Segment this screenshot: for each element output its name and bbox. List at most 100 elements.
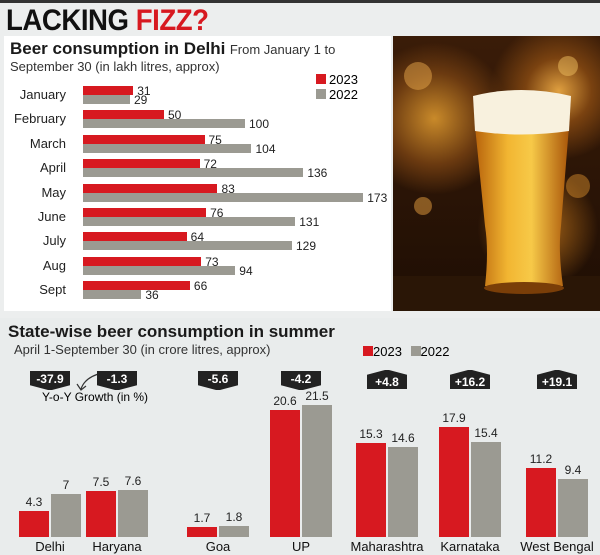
data-label: 7.5 xyxy=(92,474,110,489)
data-label: 11.2 xyxy=(529,452,553,467)
data-label: 100 xyxy=(249,117,270,132)
category-label: Karnataka xyxy=(440,539,500,554)
category-label: Haryana xyxy=(92,539,142,554)
bar-2023 xyxy=(439,426,469,537)
category-label: Delhi xyxy=(35,539,65,554)
legend: 2023 2022 xyxy=(316,72,358,102)
category-label: April xyxy=(39,160,66,176)
bar-2022 xyxy=(219,525,249,537)
bar-2022 xyxy=(83,241,292,251)
category-label: January xyxy=(19,87,66,102)
category-label: Sept xyxy=(39,282,66,298)
bar-2022 xyxy=(83,265,236,275)
data-label: 83 xyxy=(221,181,235,196)
data-label: 29 xyxy=(133,93,148,107)
data-label: 17.9 xyxy=(442,410,466,425)
bar-2023 xyxy=(83,86,134,95)
bar-2023 xyxy=(83,208,207,217)
data-label: 4.3 xyxy=(25,494,43,509)
state-chart-panel: State-wise beer consumption in summer Ap… xyxy=(0,318,600,555)
bar-2022 xyxy=(83,290,142,300)
data-label: 1.8 xyxy=(225,509,243,524)
data-label: 75 xyxy=(208,132,222,147)
category-label: May xyxy=(41,184,66,200)
category-label: UP xyxy=(291,539,311,554)
data-label: 131 xyxy=(299,215,320,229)
bar-2022 xyxy=(83,168,304,178)
beer-glass-photo xyxy=(393,36,600,311)
data-label: 21.5 xyxy=(305,388,329,403)
bar-2023 xyxy=(19,510,49,537)
bar-2022 xyxy=(51,493,81,537)
bar-2022 xyxy=(83,217,296,226)
data-label: 50 xyxy=(168,108,182,123)
chart-subtitle: April 1-September 30 (in crore litres, a… xyxy=(14,342,271,357)
chart-title: State-wise beer consumption in summer xyxy=(8,322,335,341)
data-label: 31 xyxy=(137,84,151,98)
delhi-chart-panel: Beer consumption in Delhi From January 1… xyxy=(4,36,391,311)
category-label: Goa xyxy=(205,539,231,554)
chart-title: Beer consumption in Delhi xyxy=(10,39,226,58)
data-label: 94 xyxy=(239,263,253,278)
growth-label: Y-o-Y Growth (in %) xyxy=(42,390,149,404)
data-label: 104 xyxy=(255,141,276,156)
legend-label: 2022 xyxy=(329,87,358,102)
category-label: Maharashtra xyxy=(350,539,424,554)
data-label: 129 xyxy=(295,239,316,254)
bar-2023 xyxy=(526,468,556,537)
category-label: Aug xyxy=(42,257,66,273)
bar-2022 xyxy=(388,447,418,537)
data-label: 7 xyxy=(62,477,70,492)
data-label: 76 xyxy=(210,206,224,220)
data-label: 173 xyxy=(367,190,388,205)
bar-2022 xyxy=(83,143,252,153)
bar-2023 xyxy=(356,442,386,537)
bar-2023 xyxy=(83,159,200,169)
data-label: 73 xyxy=(205,254,219,269)
chart-subtitle: From January 1 to September 30 (in lakh … xyxy=(10,42,336,74)
bar-2023 xyxy=(83,134,205,144)
bar-2023 xyxy=(83,232,187,242)
category-label: June xyxy=(37,209,66,224)
bar-2023 xyxy=(83,110,164,120)
data-label: 14.6 xyxy=(391,431,415,446)
bar-2023 xyxy=(86,490,116,537)
data-label: 1.7 xyxy=(193,510,211,525)
bar-2023 xyxy=(83,183,218,193)
legend-label: 2023 xyxy=(329,72,358,87)
bar-2022 xyxy=(558,479,588,537)
growth-badge: +16.2 xyxy=(450,370,490,389)
growth-badge: +19.1 xyxy=(537,370,577,389)
growth-badge: -4.2 xyxy=(281,371,321,390)
bar-2023 xyxy=(83,256,202,266)
headline-red: FIZZ? xyxy=(135,4,209,37)
data-label: 64 xyxy=(190,230,205,245)
bar-2022 xyxy=(471,442,501,537)
bar-2022 xyxy=(83,95,130,104)
category-label: March xyxy=(29,135,66,151)
headline-black: LACKING xyxy=(6,4,136,37)
data-label: 20.6 xyxy=(273,394,297,409)
bar-2023 xyxy=(83,281,190,291)
growth-badge: -37.9 xyxy=(30,371,70,390)
bar-2022 xyxy=(83,119,245,129)
data-label: 15.4 xyxy=(474,426,498,441)
top-rule xyxy=(0,0,600,3)
data-label: 36 xyxy=(145,288,159,303)
data-label: 136 xyxy=(307,166,328,181)
legend: 2023 2022 xyxy=(363,344,449,359)
legend-label: 2022 xyxy=(420,344,450,359)
growth-badge: +4.8 xyxy=(367,370,407,389)
bar-2023 xyxy=(187,526,217,537)
legend-2022: 2022 xyxy=(316,87,358,102)
data-label: 72 xyxy=(203,157,217,172)
legend-2023: 2023 xyxy=(316,72,358,87)
delhi-chart-heading: Beer consumption in Delhi From January 1… xyxy=(10,40,390,75)
data-label: 66 xyxy=(193,279,208,294)
bar-2022 xyxy=(118,490,148,537)
category-label: February xyxy=(13,111,66,127)
category-label: West Bengal xyxy=(520,539,594,554)
growth-badge: -5.6 xyxy=(198,371,238,390)
bar-2022 xyxy=(302,404,332,537)
legend-label: 2023 xyxy=(373,344,402,359)
